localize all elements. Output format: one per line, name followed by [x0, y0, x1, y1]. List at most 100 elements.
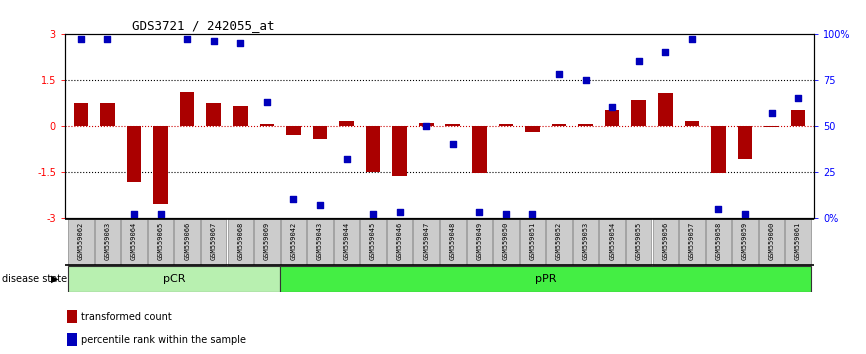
Bar: [684, 121, 699, 126]
Point: [127, 211, 141, 217]
Point: [658, 49, 672, 55]
Bar: [572, 219, 598, 264]
Bar: [360, 219, 386, 264]
Point: [792, 95, 805, 101]
Text: GDS3721 / 242055_at: GDS3721 / 242055_at: [132, 19, 275, 33]
Bar: [658, 93, 673, 126]
Bar: [785, 219, 811, 264]
Text: GSM559063: GSM559063: [105, 222, 111, 260]
Bar: [764, 126, 779, 127]
Bar: [440, 219, 466, 264]
Bar: [472, 126, 487, 173]
Point: [233, 40, 247, 46]
Bar: [68, 219, 94, 264]
Text: GSM559052: GSM559052: [556, 222, 562, 260]
Bar: [467, 219, 492, 264]
Text: GSM559065: GSM559065: [158, 222, 164, 260]
Point: [260, 99, 274, 104]
Point: [339, 156, 353, 162]
Point: [419, 123, 433, 129]
Text: GSM559048: GSM559048: [449, 222, 456, 260]
Bar: [791, 110, 805, 126]
Text: GSM559049: GSM559049: [476, 222, 482, 260]
Text: GSM559055: GSM559055: [636, 222, 642, 260]
Bar: [733, 219, 758, 264]
Bar: [307, 219, 333, 264]
Bar: [679, 219, 705, 264]
Bar: [153, 126, 168, 204]
Point: [287, 196, 301, 202]
Bar: [68, 310, 77, 323]
Text: GSM559068: GSM559068: [237, 222, 243, 260]
Bar: [365, 126, 380, 172]
Point: [712, 206, 726, 211]
Bar: [706, 219, 731, 264]
Text: GSM559064: GSM559064: [131, 222, 137, 260]
Bar: [94, 219, 120, 264]
Point: [685, 36, 699, 42]
Bar: [313, 126, 327, 139]
Bar: [626, 219, 651, 264]
Bar: [74, 103, 88, 126]
Text: GSM559059: GSM559059: [742, 222, 748, 260]
Text: GSM559046: GSM559046: [397, 222, 403, 260]
Text: GSM559062: GSM559062: [78, 222, 84, 260]
Text: GSM559058: GSM559058: [715, 222, 721, 260]
Text: GSM559053: GSM559053: [583, 222, 589, 260]
Point: [180, 36, 194, 42]
Point: [392, 209, 406, 215]
Bar: [604, 110, 619, 126]
Bar: [387, 219, 412, 264]
Point: [578, 77, 592, 82]
Bar: [100, 103, 115, 126]
Bar: [233, 106, 248, 126]
Point: [765, 110, 779, 116]
Text: disease state: disease state: [2, 274, 67, 284]
Text: GSM559060: GSM559060: [768, 222, 774, 260]
Text: GSM559056: GSM559056: [662, 222, 669, 260]
Bar: [280, 266, 811, 292]
Bar: [260, 124, 275, 126]
Point: [366, 211, 380, 217]
Bar: [499, 124, 514, 126]
Text: GSM559044: GSM559044: [344, 222, 350, 260]
Bar: [68, 333, 77, 346]
Bar: [445, 124, 460, 126]
Text: GSM559057: GSM559057: [688, 222, 695, 260]
Point: [446, 141, 460, 147]
Text: pPR: pPR: [535, 274, 557, 284]
Bar: [493, 219, 519, 264]
Bar: [174, 219, 200, 264]
Bar: [254, 219, 280, 264]
Point: [605, 104, 619, 110]
Point: [207, 38, 221, 44]
Bar: [413, 219, 439, 264]
Text: transformed count: transformed count: [81, 312, 172, 322]
Text: GSM559067: GSM559067: [210, 222, 216, 260]
Bar: [631, 99, 646, 126]
Point: [526, 211, 540, 217]
Bar: [206, 103, 221, 126]
Text: GSM559045: GSM559045: [370, 222, 376, 260]
Bar: [281, 219, 307, 264]
Text: GSM559069: GSM559069: [264, 222, 270, 260]
Bar: [126, 126, 141, 182]
Text: GSM559043: GSM559043: [317, 222, 323, 260]
Point: [74, 36, 87, 42]
Point: [313, 202, 326, 208]
Bar: [546, 219, 572, 264]
Bar: [333, 219, 359, 264]
Bar: [419, 122, 434, 126]
Bar: [180, 92, 195, 126]
Text: ▶: ▶: [51, 274, 59, 284]
Text: GSM559042: GSM559042: [290, 222, 296, 260]
Text: pCR: pCR: [163, 274, 185, 284]
Bar: [711, 126, 726, 173]
Bar: [148, 219, 173, 264]
Bar: [578, 124, 593, 126]
Bar: [201, 219, 226, 264]
Text: GSM559051: GSM559051: [529, 222, 535, 260]
Bar: [68, 266, 280, 292]
Bar: [339, 121, 354, 126]
Point: [473, 209, 487, 215]
